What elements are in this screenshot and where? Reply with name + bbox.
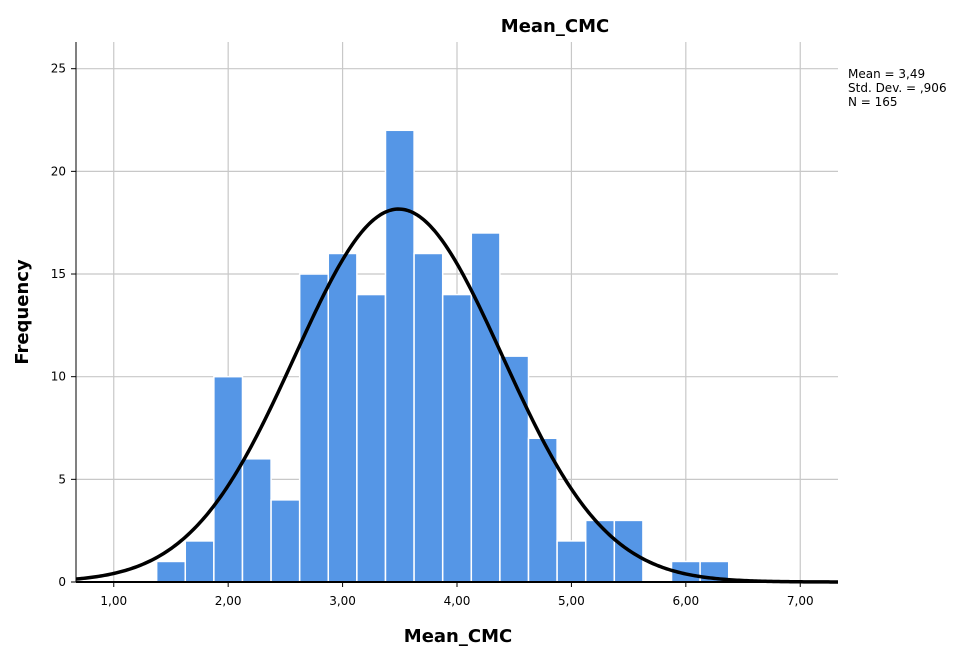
y-tick-label: 20: [51, 164, 66, 178]
histogram-bar: [327, 252, 358, 583]
x-tick-label: 7,00: [787, 594, 814, 608]
x-tick-label: 5,00: [558, 594, 585, 608]
histogram-bars: [155, 129, 730, 583]
x-tick-label: 6,00: [672, 594, 699, 608]
y-tick-label: 25: [51, 62, 66, 76]
y-tick-label: 15: [51, 267, 66, 281]
histogram-bar: [213, 375, 244, 583]
x-tick-label: 2,00: [215, 594, 242, 608]
histogram-bar: [441, 293, 473, 583]
y-tick-label: 0: [58, 575, 66, 589]
histogram-bar: [527, 437, 558, 583]
x-axis-label: Mean_CMC: [404, 626, 512, 647]
histogram-bar: [384, 129, 415, 583]
histogram-bar: [556, 540, 587, 583]
y-tick-labels: 0 5 10 15 20 25: [51, 62, 76, 589]
histogram-bar: [241, 458, 272, 583]
normal-curve: [75, 207, 838, 584]
stats-mean: Mean = 3,49: [848, 67, 925, 81]
stats-box: Mean = 3,49 Std. Dev. = ,906 N = 165: [848, 67, 947, 109]
histogram-bar: [184, 540, 215, 583]
x-tick-label: 3,00: [329, 594, 356, 608]
stats-n: N = 165: [848, 95, 898, 109]
y-tick-label: 10: [51, 370, 66, 384]
x-tick-label: 1,00: [100, 594, 127, 608]
y-tick-label: 5: [58, 472, 66, 486]
x-tick-label: 4,00: [444, 594, 471, 608]
y-axis-label: Frequency: [12, 259, 33, 365]
histogram-bar: [270, 499, 301, 583]
chart-title: Mean_CMC: [501, 16, 609, 37]
histogram-bar: [470, 232, 501, 583]
histogram-bar: [584, 519, 616, 583]
stats-std-dev: Std. Dev. = ,906: [848, 81, 947, 95]
x-tick-labels: 1,00 2,00 3,00 4,00 5,00 6,00 7,00: [100, 582, 814, 608]
histogram-bar: [413, 252, 444, 583]
histogram-bar: [356, 293, 387, 583]
histogram-bar: [298, 273, 330, 583]
histogram-bar: [499, 355, 530, 583]
histogram-bar: [155, 560, 187, 583]
